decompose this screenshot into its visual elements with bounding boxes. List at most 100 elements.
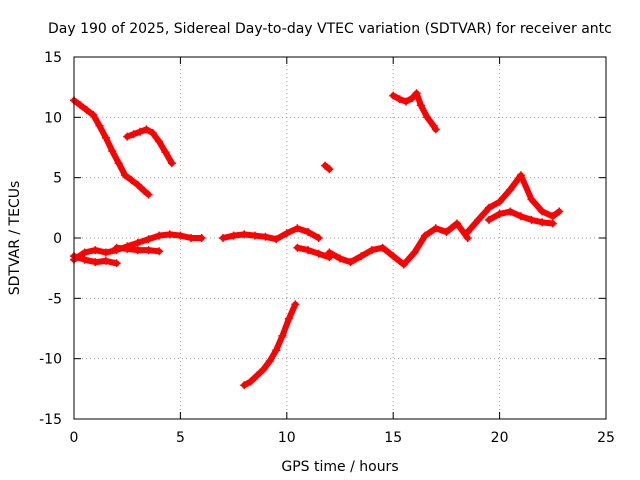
series-arc-1 xyxy=(70,96,153,199)
data-point xyxy=(548,212,557,221)
data-point xyxy=(140,186,149,195)
series-arc-7 xyxy=(70,252,121,268)
data-point xyxy=(114,159,123,168)
data-point xyxy=(453,219,461,228)
data-point xyxy=(416,101,425,110)
data-point xyxy=(495,209,504,218)
data-point xyxy=(412,89,421,98)
series-arc-10 xyxy=(293,243,334,262)
data-point xyxy=(538,218,547,227)
data-point xyxy=(123,244,132,253)
x-axis-label: GPS time / hours xyxy=(281,459,398,475)
data-point xyxy=(219,234,227,242)
series-trace xyxy=(220,225,322,243)
data-point xyxy=(265,357,274,366)
data-point xyxy=(421,231,430,240)
data-point xyxy=(127,176,136,185)
data-point xyxy=(101,248,110,257)
data-point xyxy=(197,234,206,242)
series-trace xyxy=(464,172,563,235)
data-point xyxy=(506,207,515,216)
data-point xyxy=(291,300,300,309)
series-arc-5 xyxy=(389,89,440,134)
data-point xyxy=(495,197,504,206)
data-point xyxy=(80,248,89,257)
data-point xyxy=(336,254,344,263)
data-point xyxy=(101,133,110,142)
data-point xyxy=(378,243,387,252)
data-point xyxy=(91,246,100,255)
data-point xyxy=(516,171,525,180)
y-tick-label: -5 xyxy=(48,291,62,307)
y-tick-label: 5 xyxy=(53,171,62,187)
data-point xyxy=(129,130,138,139)
data-point xyxy=(133,246,142,255)
chart-title: Day 190 of 2025, Sidereal Day-to-day VTE… xyxy=(48,21,612,37)
data-point xyxy=(167,159,176,168)
data-point xyxy=(133,238,142,247)
data-point xyxy=(133,180,142,189)
data-point xyxy=(463,228,472,236)
data-point xyxy=(423,113,432,122)
data-point xyxy=(485,215,493,224)
data-point xyxy=(284,314,293,323)
data-point xyxy=(314,249,323,258)
data-point xyxy=(389,252,398,261)
data-point xyxy=(144,246,153,255)
series-arc-11 xyxy=(325,219,472,269)
data-point xyxy=(112,259,121,268)
data-point xyxy=(431,224,440,233)
data-point xyxy=(91,258,100,267)
series-arc-9 xyxy=(219,224,323,244)
x-tick-label: 10 xyxy=(278,430,296,446)
data-point xyxy=(442,228,451,236)
data-point xyxy=(82,106,91,115)
y-tick-label: -15 xyxy=(39,412,62,428)
data-point xyxy=(527,215,536,224)
data-point xyxy=(142,125,151,134)
series-arc-13 xyxy=(485,207,557,228)
data-point xyxy=(123,132,132,141)
data-point xyxy=(101,256,110,265)
x-tick-label: 15 xyxy=(384,430,402,446)
data-point xyxy=(144,235,153,244)
data-point xyxy=(389,91,398,100)
data-point xyxy=(261,232,270,241)
data-point xyxy=(408,94,417,102)
data-point xyxy=(155,137,164,146)
data-point xyxy=(357,252,366,261)
series-trace xyxy=(241,301,299,389)
data-point xyxy=(112,243,121,252)
series-trace xyxy=(294,244,333,261)
data-point xyxy=(246,377,255,386)
data-point xyxy=(176,231,185,240)
data-point xyxy=(346,258,355,267)
data-point xyxy=(293,243,302,252)
data-point xyxy=(259,365,268,374)
data-points xyxy=(70,89,564,390)
data-point xyxy=(108,147,117,156)
data-point xyxy=(187,234,195,242)
series-arc-8 xyxy=(112,243,164,256)
data-point xyxy=(399,260,408,269)
data-point xyxy=(538,207,547,216)
data-point xyxy=(314,234,323,242)
y-tick-label: 15 xyxy=(44,50,62,66)
data-point xyxy=(253,371,261,380)
data-point xyxy=(148,129,157,137)
series-arc-2 xyxy=(123,125,176,168)
data-point xyxy=(304,246,313,255)
data-point xyxy=(272,235,281,244)
series-arc-3 xyxy=(240,300,300,390)
series-arc-12 xyxy=(463,171,564,236)
y-axis-label: SDTVAR / TECUs xyxy=(7,181,23,296)
data-point xyxy=(395,95,404,104)
y-tick-label: -10 xyxy=(39,352,62,368)
data-point xyxy=(548,219,557,228)
data-point xyxy=(325,248,334,257)
series-arc-4 xyxy=(321,161,334,174)
x-tick-label: 5 xyxy=(176,430,185,446)
data-point xyxy=(485,203,493,212)
data-point xyxy=(155,231,164,240)
data-point xyxy=(410,248,419,257)
